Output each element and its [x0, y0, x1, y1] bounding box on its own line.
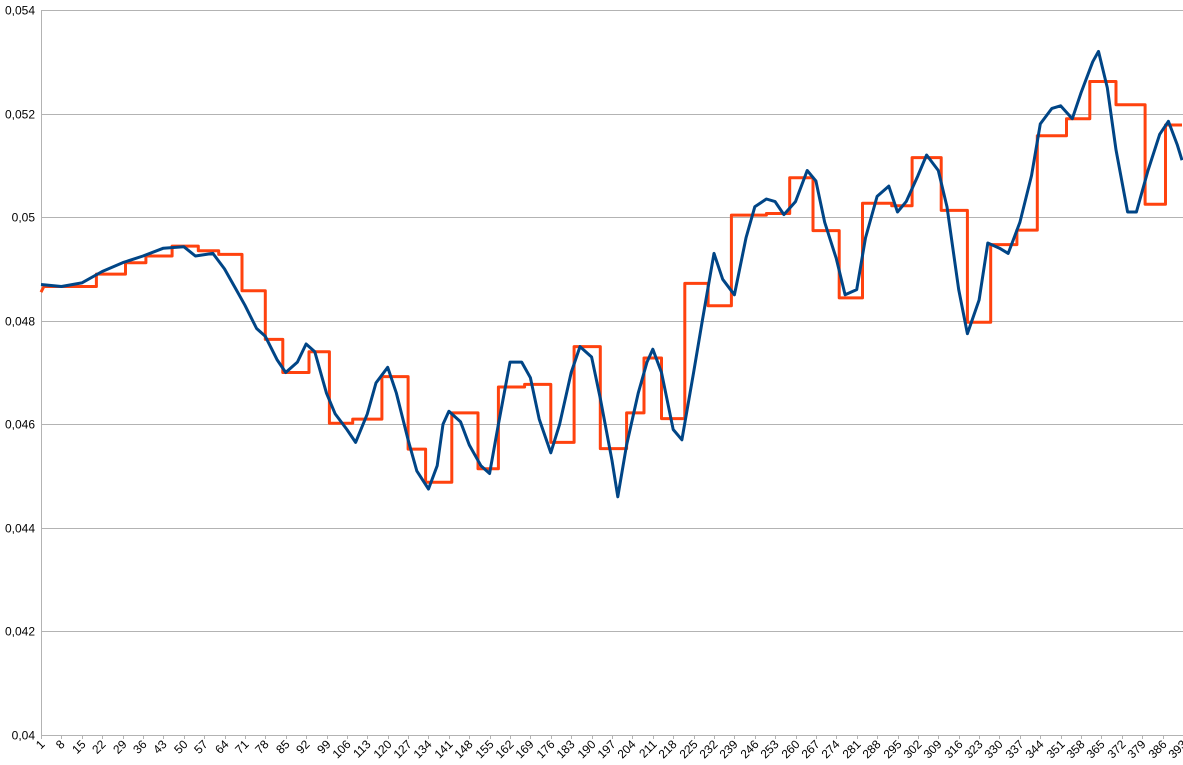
x-tick-label: 169: [513, 737, 537, 761]
x-tick-label: 386: [1146, 737, 1170, 761]
x-tick-label: 92: [293, 737, 313, 757]
x-tick-label: 316: [942, 737, 966, 761]
x-tick-label: 155: [473, 737, 497, 761]
x-tick-label: 281: [840, 737, 864, 761]
x-tick-label: 330: [982, 737, 1006, 761]
x-tick-label: 372: [1105, 737, 1129, 761]
x-tick-label: 288: [860, 737, 884, 761]
x-tick-label: 85: [273, 737, 293, 757]
y-tick-label: 0,042: [5, 625, 35, 639]
x-tick-label: 323: [962, 737, 986, 761]
x-tick-label: 358: [1064, 737, 1088, 761]
x-tick-label: 29: [110, 737, 130, 757]
x-tick-label: 134: [411, 737, 435, 761]
series-lines: [39, 49, 1183, 499]
y-tick-label: 0,054: [5, 4, 35, 18]
x-tick-label: 295: [881, 737, 905, 761]
x-tick-label: 127: [391, 737, 415, 761]
y-axis-tick-labels: 0,04 0,042 0,044 0,046 0,048 0,05 0,052 0,054: [5, 4, 35, 743]
x-tick-label: 57: [191, 737, 211, 757]
x-tick-label: 225: [677, 737, 701, 761]
y-tick-label: 0,05: [12, 211, 36, 225]
x-axis-tick-labels: 1 8 15 22 29 36 43 50 57 64 71 78 85 92 99106113120127…: [33, 737, 1183, 761]
series-line-orange: [39, 80, 1182, 484]
x-tick-label: 8: [53, 737, 68, 752]
y-tick-label: 0,048: [5, 315, 35, 329]
x-tick-label: 190: [575, 737, 599, 761]
x-tick-label: 183: [554, 737, 578, 761]
x-tick-label: 22: [89, 737, 109, 757]
x-tick-label: 253: [758, 737, 782, 761]
x-tick-label: 232: [697, 737, 721, 761]
y-tick-label: 0,052: [5, 108, 35, 122]
x-tick-label: 260: [779, 737, 803, 761]
x-tick-label: 379: [1125, 737, 1149, 761]
x-tick-label: 204: [615, 737, 639, 761]
x-tick-label: 1: [33, 737, 48, 752]
x-tick-label: 365: [1084, 737, 1108, 761]
x-tick-label: 337: [1003, 737, 1027, 761]
x-tick-label: 393: [1166, 737, 1183, 761]
x-tick-label: 141: [432, 737, 456, 761]
x-tick-label: 302: [901, 737, 925, 761]
series-line-blue: [40, 49, 1183, 499]
x-tick-label: 239: [717, 737, 741, 761]
x-tick-label: 64: [212, 737, 232, 757]
x-tick-label: 50: [171, 737, 191, 757]
x-tick-label: 218: [656, 737, 680, 761]
y-tick-label: 0,04: [12, 729, 36, 743]
x-tick-label: 246: [738, 737, 762, 761]
y-tick-label: 0,044: [5, 522, 35, 536]
x-tick-label: 176: [534, 737, 558, 761]
x-tick-label: 197: [595, 737, 619, 761]
x-tick-label: 309: [921, 737, 945, 761]
x-tick-label: 71: [232, 737, 252, 757]
x-tick-label: 162: [493, 737, 517, 761]
x-tick-label: 120: [371, 737, 395, 761]
x-tick-label: 148: [452, 737, 476, 761]
x-tick-label: 15: [69, 737, 89, 757]
x-tick-label: 267: [799, 737, 823, 761]
x-tick-label: 344: [1023, 737, 1047, 761]
y-tick-label: 0,046: [5, 418, 35, 432]
x-tick-label: 274: [819, 737, 843, 761]
x-tick-label: 113: [350, 737, 374, 761]
gridlines: [41, 10, 1183, 736]
x-tick-label: 351: [1044, 737, 1068, 761]
x-tick-label: 211: [636, 737, 660, 761]
x-tick-label: 78: [252, 737, 272, 757]
axes: [41, 10, 1183, 739]
x-tick-label: 36: [130, 737, 150, 757]
x-tick-label: 43: [150, 737, 170, 757]
x-tick-label: 106: [330, 737, 354, 761]
